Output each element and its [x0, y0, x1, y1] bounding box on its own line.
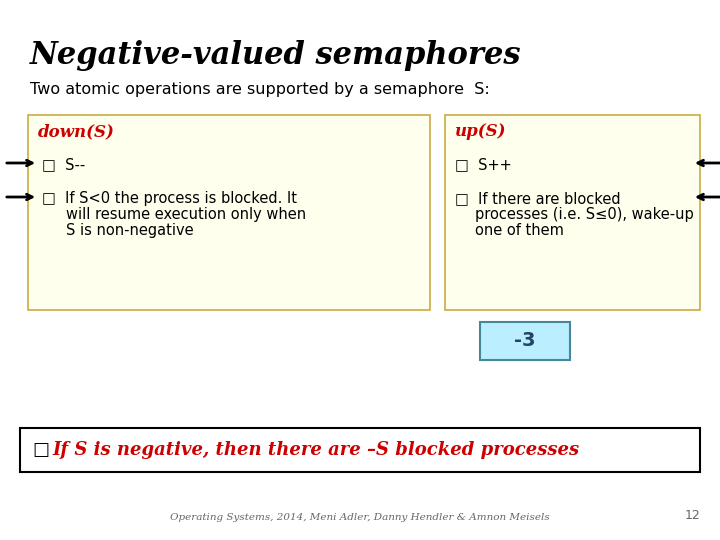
FancyBboxPatch shape — [28, 115, 430, 310]
FancyBboxPatch shape — [445, 115, 700, 310]
Text: down(S): down(S) — [38, 123, 115, 140]
Text: If S is negative, then there are –S blocked processes: If S is negative, then there are –S bloc… — [52, 441, 579, 459]
Text: processes (i.e. S≤0), wake-up: processes (i.e. S≤0), wake-up — [475, 207, 694, 222]
FancyBboxPatch shape — [480, 322, 570, 360]
Text: □: □ — [32, 441, 49, 459]
Text: will resume execution only when: will resume execution only when — [66, 207, 306, 222]
Text: □  S--: □ S-- — [42, 157, 85, 172]
Text: up(S): up(S) — [455, 123, 506, 140]
FancyBboxPatch shape — [20, 428, 700, 472]
Text: Operating Systems, 2014, Meni Adler, Danny Hendler & Amnon Meisels: Operating Systems, 2014, Meni Adler, Dan… — [170, 513, 550, 522]
Text: □  If S<0 the process is blocked. It: □ If S<0 the process is blocked. It — [42, 191, 297, 206]
Text: 12: 12 — [684, 509, 700, 522]
Text: Two atomic operations are supported by a semaphore  S:: Two atomic operations are supported by a… — [30, 82, 490, 97]
Text: -3: -3 — [514, 332, 536, 350]
Text: □  If there are blocked: □ If there are blocked — [455, 191, 621, 206]
Text: Negative-valued semaphores: Negative-valued semaphores — [30, 40, 521, 71]
Text: S is non-negative: S is non-negative — [66, 223, 194, 238]
Text: □  S++: □ S++ — [455, 157, 512, 172]
Text: one of them: one of them — [475, 223, 564, 238]
